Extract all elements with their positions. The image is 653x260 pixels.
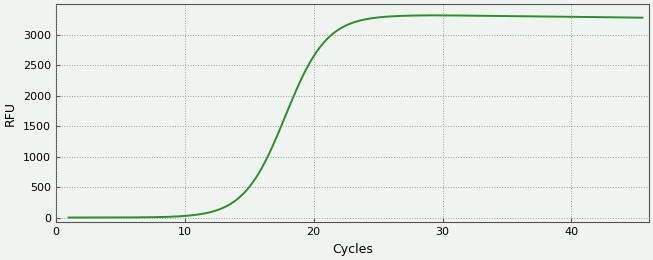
X-axis label: Cycles: Cycles: [332, 243, 373, 256]
Y-axis label: RFU: RFU: [4, 101, 17, 126]
